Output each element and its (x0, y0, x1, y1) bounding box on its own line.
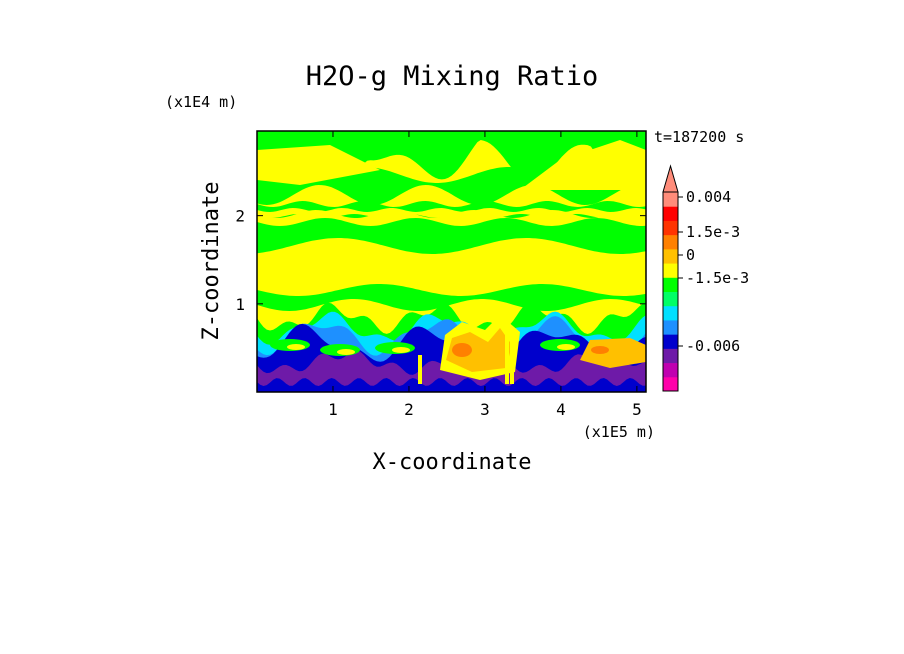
x-axis-label: X-coordinate (373, 450, 532, 475)
colorbar-level (663, 220, 678, 236)
plot-area (257, 131, 646, 392)
field-warm-orange (580, 338, 646, 368)
colorbar-label: 1.5e-3 (686, 223, 740, 241)
colorbar-level (663, 263, 678, 278)
colorbar-level (663, 234, 678, 250)
x-unit-label: (x1E5 m) (583, 423, 655, 441)
colorbar-extension-arrow (662, 164, 679, 193)
colorbar-level (663, 305, 678, 321)
field-plume (510, 340, 514, 384)
x-tick-label: 2 (404, 400, 414, 419)
y-tick-label: 2 (235, 207, 245, 226)
x-tick-label: 3 (480, 400, 490, 419)
colorbar-frame (662, 191, 679, 392)
field-swirl-yellow (557, 344, 575, 350)
colorbar-label: -1.5e-3 (686, 269, 749, 287)
colorbar-level (663, 248, 678, 264)
x-tick-label: 4 (556, 400, 566, 419)
colorbar-level (663, 362, 678, 378)
colorbar-label: -0.006 (686, 337, 740, 355)
field-swirl-yellow (287, 344, 305, 350)
field-plume (505, 335, 509, 384)
field-swirl-yellow (392, 347, 410, 353)
field-warm-core (591, 346, 609, 354)
colorbar-level (663, 319, 678, 335)
y-axis: 12 (235, 207, 646, 314)
colorbar-level (663, 192, 678, 207)
field-warm-orange (446, 328, 512, 372)
plot-frame (256, 130, 647, 393)
field-plume (418, 355, 422, 384)
x-tick-label: 1 (328, 400, 338, 419)
field-swirl-yellow (337, 349, 355, 355)
field-warm-core (452, 343, 472, 357)
colorbar-label: 0.004 (686, 188, 731, 206)
time-label: t=187200 s (654, 128, 744, 146)
field-green-band (257, 218, 646, 254)
field-yellow-patch (520, 140, 646, 190)
field-green-band (257, 284, 646, 311)
y-unit-label: (x1E4 m) (165, 93, 237, 111)
colorbar: 0.004 1.5e-3 0 -1.5e-3 -0.006 (662, 164, 749, 392)
colorbar-level (663, 376, 678, 392)
field-bottom-blue (257, 378, 646, 392)
y-tick-label: 1 (235, 295, 245, 314)
y-axis-label: Z-coordinate (199, 182, 224, 341)
field-yellow-streak (257, 208, 646, 218)
colorbar-level (663, 291, 678, 307)
x-axis: 1 2 3 4 5 (328, 131, 642, 419)
colorbar-label: 0 (686, 246, 695, 264)
colorbar-level (663, 206, 678, 221)
x-tick-label: 5 (632, 400, 642, 419)
colorbar-level (663, 334, 678, 349)
colorbar-level (663, 277, 678, 292)
field-yellow-patch (257, 145, 380, 185)
chart-title: H2O-g Mixing Ratio (306, 61, 599, 92)
colorbar-level (663, 348, 678, 364)
